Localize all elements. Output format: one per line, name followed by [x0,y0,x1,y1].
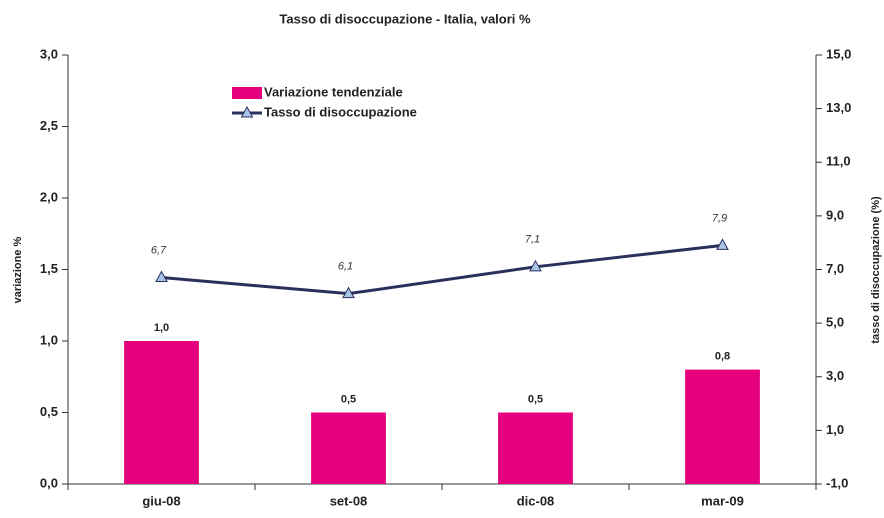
y-tick-label: 1,5 [40,261,58,276]
y2-tick-label: 5,0 [826,315,844,330]
chart-title: Tasso di disoccupazione - Italia, valori… [279,11,531,26]
line-marker [342,286,355,299]
legend-label: Tasso di disoccupazione [264,104,417,119]
legend-label: Variazione tendenziale [264,84,403,99]
y2-tick-label: -1,0 [826,475,848,490]
bar-value-label: 1,0 [154,322,169,334]
y2-tick-label: 9,0 [826,207,844,222]
y-tick-label: 1,0 [40,332,58,347]
y2-axis-label: tasso di disoccupazione (%) [870,196,882,344]
bar-value-label: 0,5 [341,393,356,405]
bar [124,341,199,484]
legend-marker [240,105,254,118]
y-tick-label: 2,0 [40,189,58,204]
line-value-label: 6,7 [151,244,167,256]
y2-tick-label: 1,0 [826,422,844,437]
bar-value-label: 0,5 [528,393,543,405]
y-tick-label: 0,5 [40,404,58,419]
legend-swatch [232,87,262,99]
line-value-label: 6,1 [338,261,353,273]
y-axis-label: variazione % [12,236,24,303]
y-tick-label: 2,5 [40,118,58,133]
x-tick-label: set-08 [330,493,368,508]
bar-value-label: 0,8 [715,351,730,363]
x-tick-label: dic-08 [517,493,555,508]
y2-tick-label: 13,0 [826,100,851,115]
y2-tick-label: 7,0 [826,261,844,276]
line-value-label: 7,1 [525,234,540,246]
x-tick-label: giu-08 [142,493,180,508]
y2-tick-label: 11,0 [826,154,851,169]
line-marker [155,270,168,283]
y2-tick-label: 3,0 [826,368,844,383]
line-value-label: 7,9 [712,212,727,224]
line-marker [529,259,542,272]
y2-tick-label: 15,0 [826,46,851,61]
line [161,243,723,296]
bar [498,412,573,484]
bar [685,369,760,484]
line-marker [716,238,729,250]
y-tick-label: 3,0 [40,46,58,61]
x-tick-label: mar-09 [701,493,744,508]
y-tick-label: 0,0 [40,475,58,490]
bar [311,412,386,484]
